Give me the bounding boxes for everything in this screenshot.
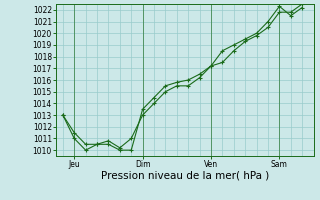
X-axis label: Pression niveau de la mer( hPa ): Pression niveau de la mer( hPa ) — [101, 171, 269, 181]
